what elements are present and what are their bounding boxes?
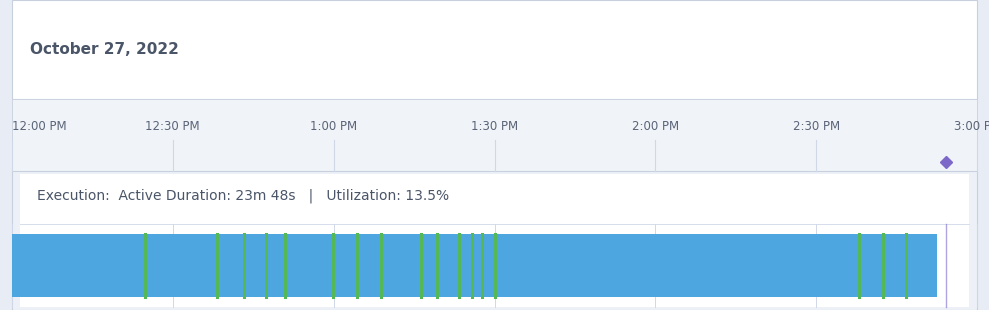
Bar: [12, 0, 977, 99]
Text: October 27, 2022: October 27, 2022: [30, 42, 179, 57]
Text: 1:00 PM: 1:00 PM: [310, 120, 357, 133]
Text: 12:30 PM: 12:30 PM: [145, 120, 200, 133]
Text: Execution:  Active Duration: 23m 48s   |   Utilization: 13.5%: Execution: Active Duration: 23m 48s | Ut…: [37, 188, 449, 203]
Text: 1:30 PM: 1:30 PM: [471, 120, 518, 133]
Bar: [12, 99, 977, 170]
Bar: [20, 174, 969, 307]
Text: 3:00 PM: 3:00 PM: [953, 120, 989, 133]
Bar: [12, 233, 937, 297]
Bar: [12, 170, 977, 310]
Text: 12:00 PM: 12:00 PM: [12, 120, 66, 133]
Text: 2:30 PM: 2:30 PM: [792, 120, 840, 133]
Text: 2:00 PM: 2:00 PM: [632, 120, 679, 133]
